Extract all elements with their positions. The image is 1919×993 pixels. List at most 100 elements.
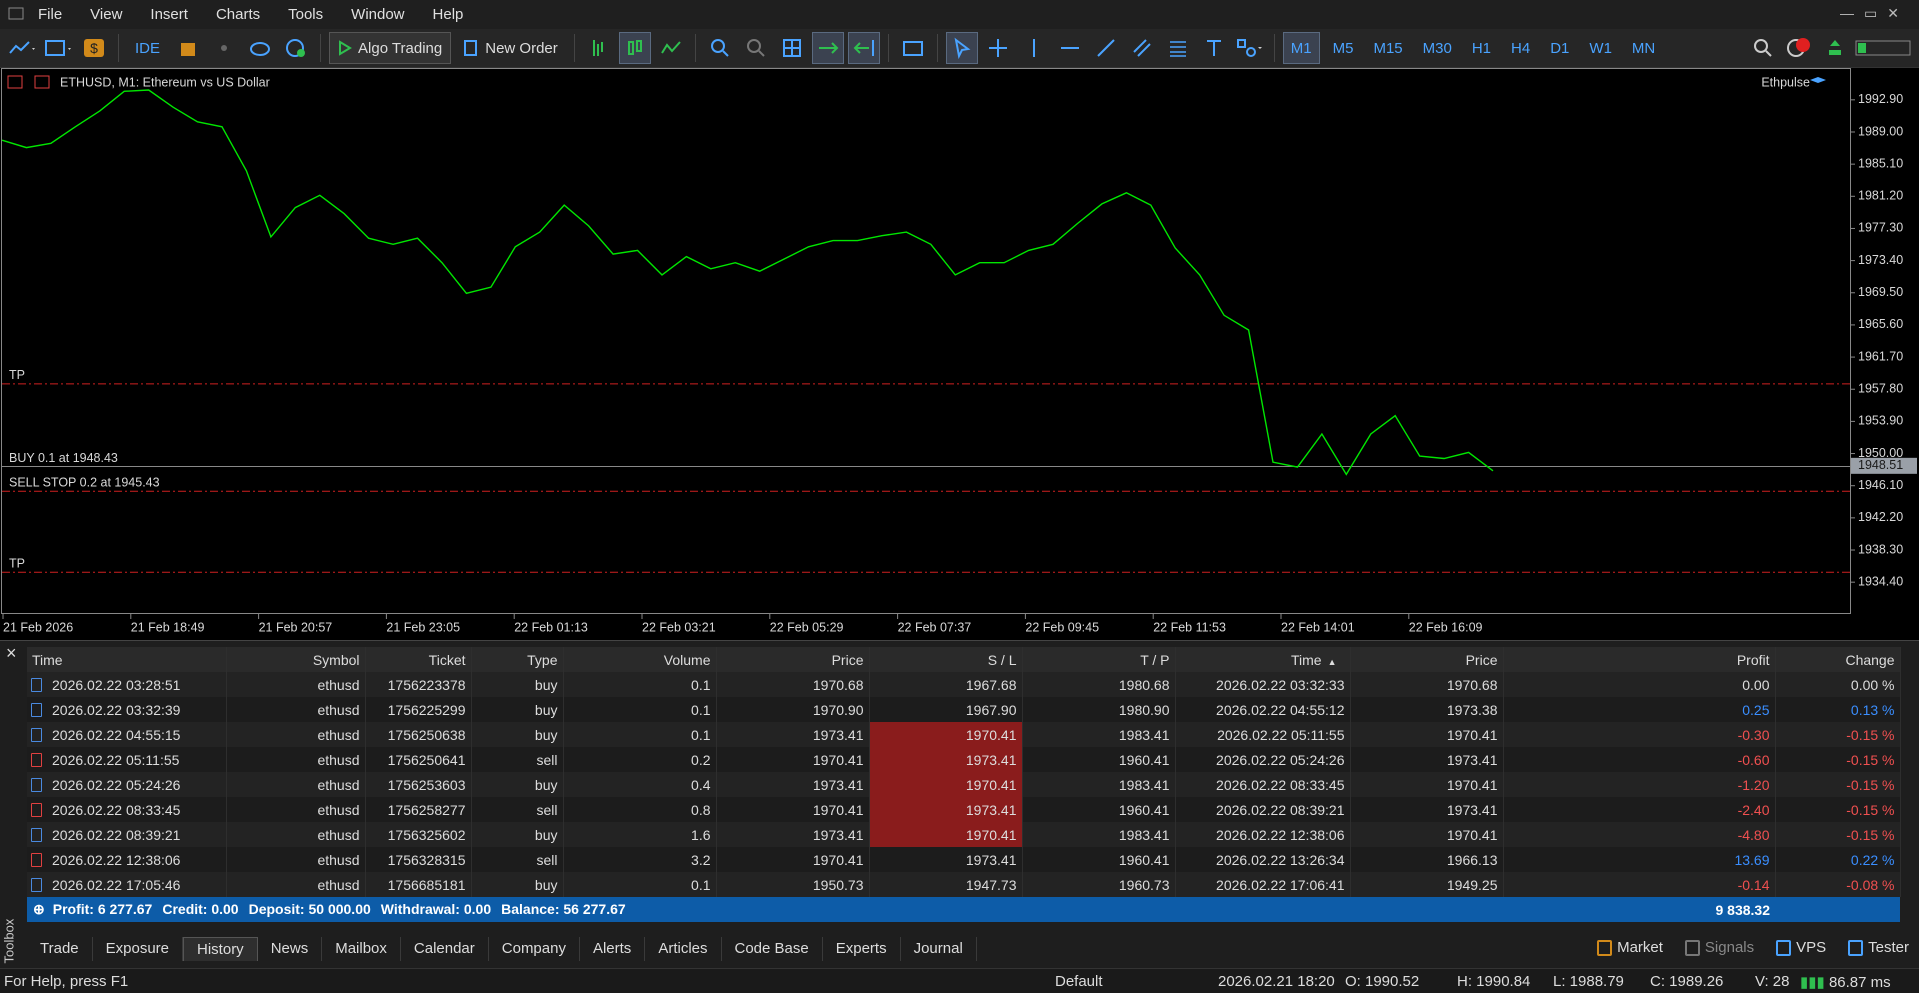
timeframe-button[interactable]: MN [1631, 39, 1656, 57]
menu-item[interactable]: Charts [215, 6, 261, 23]
timeframe-button[interactable]: M30 [1422, 39, 1452, 57]
toolbox-tab[interactable]: History [183, 937, 258, 961]
column-header[interactable]: Volume [563, 647, 717, 672]
history-row[interactable]: 2026.02.22 17:05:46 ethusd 1756685181 buy 0.… [27, 872, 1901, 897]
shapes-button[interactable] [1234, 32, 1266, 64]
fibo-button[interactable] [1162, 32, 1194, 64]
history-row[interactable]: 2026.02.22 04:55:15 ethusd 1756250638 buy 0.… [27, 722, 1901, 747]
service-link[interactable]: Market [1597, 939, 1663, 956]
history-cell: -0.08 % [1775, 872, 1901, 897]
toolbox-tab[interactable]: Company [489, 937, 580, 961]
timeframe-button[interactable]: H4 [1511, 39, 1531, 57]
x-tick-label: 21 Feb 23:05 [386, 620, 460, 634]
toolbox-tab[interactable]: Experts [823, 937, 901, 961]
timeframe-button[interactable]: H1 [1471, 39, 1492, 57]
history-row[interactable]: 2026.02.22 05:11:55 ethusd 1756250641 sell 0… [27, 747, 1901, 772]
menu-item[interactable]: Window [351, 6, 405, 23]
timeframe-button[interactable]: M5 [1332, 39, 1354, 57]
toolbox-tab[interactable]: News [258, 937, 323, 961]
search-button[interactable] [1747, 32, 1779, 64]
menu-item[interactable]: Tools [288, 6, 324, 23]
separator [936, 34, 938, 62]
timeframe-button[interactable]: D1 [1550, 39, 1570, 57]
order-level-label: TP [9, 368, 25, 382]
history-row[interactable]: 2026.02.22 03:28:51 ethusd 1756223378 buy 0.… [27, 672, 1901, 697]
trendline-button[interactable] [1090, 32, 1122, 64]
toolbox-tab[interactable]: Exposure [93, 937, 184, 961]
signals-button[interactable] [208, 32, 240, 64]
history-row[interactable]: 2026.02.22 03:32:39 ethusd 1756225299 buy 0.… [27, 697, 1901, 722]
column-header[interactable]: S / L [869, 647, 1023, 672]
column-header[interactable]: Ticket [365, 647, 472, 672]
column-header[interactable]: Type [471, 647, 564, 672]
line-button[interactable] [655, 32, 687, 64]
toolbox-tab[interactable]: Code Base [722, 937, 823, 961]
close-button[interactable]: × [6, 643, 17, 663]
toolbox-tab[interactable]: Journal [901, 937, 977, 961]
template-button[interactable] [42, 32, 74, 64]
timeframe-button[interactable]: M15 [1373, 39, 1403, 57]
cell-text: 2026.02.22 05:11:55 [52, 751, 180, 768]
vline-button[interactable] [1018, 32, 1050, 64]
level-button[interactable] [1819, 32, 1851, 64]
history-row[interactable]: 2026.02.22 08:33:45 ethusd 1756258277 sell 0… [27, 797, 1901, 822]
column-header[interactable]: Price [716, 647, 870, 672]
toolbox-tab[interactable]: Calendar [401, 937, 489, 961]
bars-button[interactable] [583, 32, 615, 64]
timeframe-button[interactable]: M1 [1282, 32, 1320, 64]
text-button[interactable] [1198, 32, 1230, 64]
column-header[interactable]: Change [1775, 647, 1901, 672]
cell-text: 1756328315 [387, 851, 466, 868]
cell-text: 1980.68 [1118, 676, 1170, 693]
column-header[interactable]: Time [27, 647, 227, 672]
column-header[interactable]: Profit [1503, 647, 1776, 672]
chart-type-button[interactable] [6, 32, 38, 64]
market-button[interactable]: $ [78, 32, 110, 64]
column-header[interactable]: T / P [1022, 647, 1176, 672]
crosshair-button[interactable] [982, 32, 1014, 64]
toolbox-tab[interactable]: Trade [27, 937, 93, 961]
column-header[interactable]: Symbol [226, 647, 366, 672]
bar-time: 2026.02.21 18:20 [1218, 973, 1335, 990]
zoom-out-button[interactable] [740, 32, 772, 64]
cell-text: 1970.41 [1446, 826, 1498, 843]
window-controls[interactable]: —▭✕ [1840, 5, 1909, 21]
notifications-button[interactable] [1783, 32, 1815, 64]
history-row[interactable]: 2026.02.22 05:24:26 ethusd 1756253603 buy 0.… [27, 772, 1901, 797]
autoscroll-button[interactable] [811, 32, 844, 64]
toolbox-tab[interactable]: Articles [645, 937, 722, 961]
history-row[interactable]: 2026.02.22 08:39:21 ethusd 1756325602 buy 1.… [27, 822, 1901, 847]
history-cell: 0.1 [563, 872, 717, 897]
store-button[interactable] [172, 32, 204, 64]
candles-button[interactable] [618, 32, 651, 64]
expand-icon[interactable]: ⊕ [33, 901, 45, 917]
service-link[interactable]: Tester [1848, 939, 1909, 956]
toolbox-tab[interactable]: Alerts [580, 937, 646, 961]
zoom-in-button[interactable] [704, 32, 736, 64]
grid-button[interactable] [776, 32, 808, 64]
menu-item[interactable]: File [38, 6, 63, 23]
ide-button[interactable]: IDE [127, 32, 168, 64]
history-cell: 0.13 % [1775, 697, 1901, 722]
algo-trading-button[interactable]: Algo Trading [329, 32, 452, 64]
history-row[interactable]: 2026.02.22 12:38:06 ethusd 1756328315 sell 3… [27, 847, 1901, 872]
menu-item[interactable]: Insert [150, 6, 188, 23]
toolbox-tab[interactable]: Mailbox [322, 937, 401, 961]
network-button[interactable] [280, 32, 312, 64]
hline-button[interactable] [1054, 32, 1086, 64]
service-link[interactable]: Signals [1684, 939, 1754, 956]
column-header[interactable]: Time ▲ [1175, 647, 1351, 672]
menu-item[interactable]: Help [432, 6, 464, 23]
shift-button[interactable] [847, 32, 880, 64]
cell-text: 1960.41 [1118, 751, 1170, 768]
new-order-button[interactable]: New Order [455, 32, 566, 64]
timeframe-button[interactable]: W1 [1589, 39, 1612, 57]
screenshot-button[interactable] [897, 32, 929, 64]
column-header[interactable]: Price [1350, 647, 1504, 672]
channel-button[interactable] [1126, 32, 1158, 64]
cloud-button[interactable] [244, 32, 276, 64]
cursor-button[interactable] [945, 32, 978, 64]
order-level-label: TP [9, 557, 25, 571]
menu-item[interactable]: View [90, 6, 123, 23]
service-link[interactable]: VPS [1776, 939, 1826, 956]
